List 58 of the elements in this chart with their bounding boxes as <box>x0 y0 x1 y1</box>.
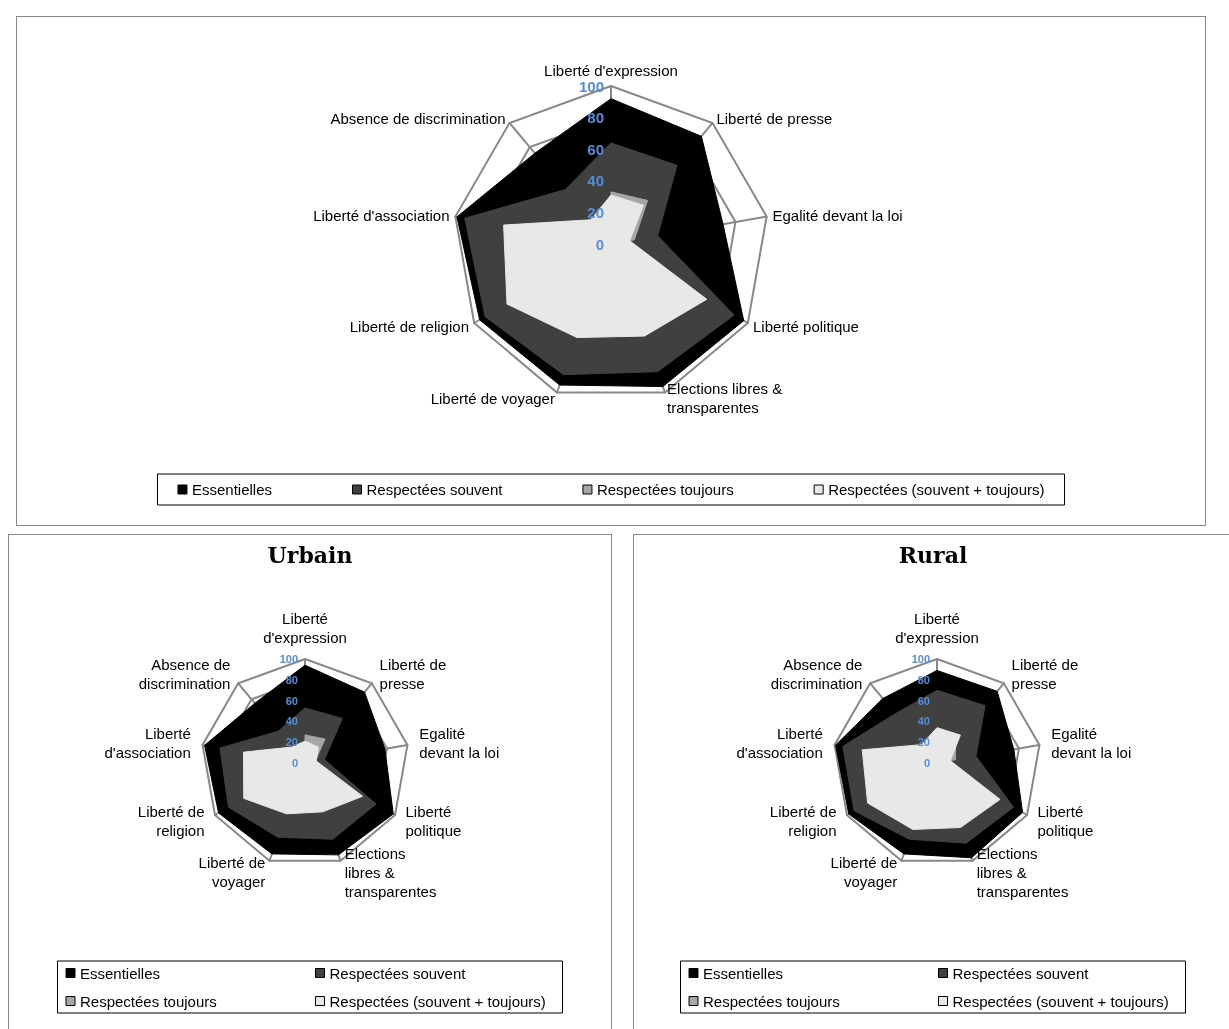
spoke-label: Egalité devant la loi <box>1051 724 1132 761</box>
y-tick-label: 0 <box>923 757 930 769</box>
y-tick-label: 20 <box>917 736 930 749</box>
legend-label: Respectées toujours <box>80 992 217 1010</box>
spoke-label: Liberté d'association <box>736 724 823 761</box>
legend-label: Respectées (souvent + toujours) <box>329 992 546 1010</box>
spoke-label: Egalité devant la loi <box>772 207 903 225</box>
spoke-label: Absence de discrimination <box>330 109 506 127</box>
y-tick-label: 0 <box>595 235 604 253</box>
spoke-label: Absence de discrimination <box>770 656 863 693</box>
spoke-label: Liberté d'expression <box>544 62 678 79</box>
spoke-label: Liberté de presse <box>1011 656 1079 693</box>
y-tick-label: 80 <box>917 673 930 686</box>
spoke-label: Liberté de religion <box>769 803 837 839</box>
y-tick-label: 100 <box>911 653 930 665</box>
legend-label: Essentielles <box>80 964 161 982</box>
legend-label: Essentielles <box>191 481 273 498</box>
spoke-label: Liberté d'expression <box>895 610 979 646</box>
spoke-label: Liberté de religion <box>137 803 205 839</box>
spoke-label: Liberté d'association <box>104 724 191 761</box>
y-tick-label: 40 <box>917 715 930 728</box>
y-tick-label: 40 <box>587 172 604 190</box>
y-tick-label: 60 <box>587 140 604 158</box>
spoke-label: Liberté de presse <box>379 656 447 693</box>
spoke-label: Elections libres & transparentes <box>667 380 783 417</box>
spoke-label: Egalité devant la loi <box>419 724 500 761</box>
chart-title: Urbain <box>267 542 353 568</box>
y-tick-label: 80 <box>285 673 298 686</box>
spoke-label: Elections libres & transparentes <box>976 844 1069 900</box>
legend-label: Essentielles <box>703 964 784 982</box>
legend-label: Respectées souvent <box>329 964 467 982</box>
legend-label: Respectées toujours <box>703 992 840 1010</box>
spoke-label: Liberté de religion <box>349 317 469 335</box>
y-tick-label: 60 <box>917 694 930 707</box>
legend-label: Respectées (souvent + toujours) <box>828 481 1045 498</box>
legend-label: Respectées (souvent + toujours) <box>952 992 1169 1010</box>
y-tick-label: 40 <box>285 715 298 728</box>
spoke-label: Liberté politique <box>1037 803 1094 839</box>
y-tick-label: 100 <box>578 77 604 95</box>
spoke-label: Liberté d'expression <box>263 610 347 646</box>
spoke-label: Liberté de voyager <box>830 854 898 890</box>
y-tick-label: 80 <box>587 109 604 127</box>
spoke-label: Absence de discrimination <box>138 656 231 693</box>
y-tick-label: 60 <box>285 694 298 707</box>
spoke-label: Liberté d'association <box>313 207 450 225</box>
legend-label: Respectées souvent <box>952 964 1090 982</box>
legend-label: Respectées toujours <box>596 481 734 498</box>
spoke-label: Liberté de voyager <box>198 854 266 890</box>
spoke-label: Liberté politique <box>753 317 859 335</box>
chart-title: Rural <box>898 542 968 568</box>
spoke-label: Liberté de presse <box>716 109 833 127</box>
spoke-label: Liberté de voyager <box>430 389 555 407</box>
legend-label: Respectées souvent <box>366 481 504 498</box>
y-tick-label: 20 <box>285 736 298 749</box>
spoke-label: Elections libres & transparentes <box>344 844 437 900</box>
y-tick-label: 100 <box>279 653 298 665</box>
y-tick-label: 0 <box>291 757 298 769</box>
spoke-label: Liberté politique <box>405 803 462 839</box>
